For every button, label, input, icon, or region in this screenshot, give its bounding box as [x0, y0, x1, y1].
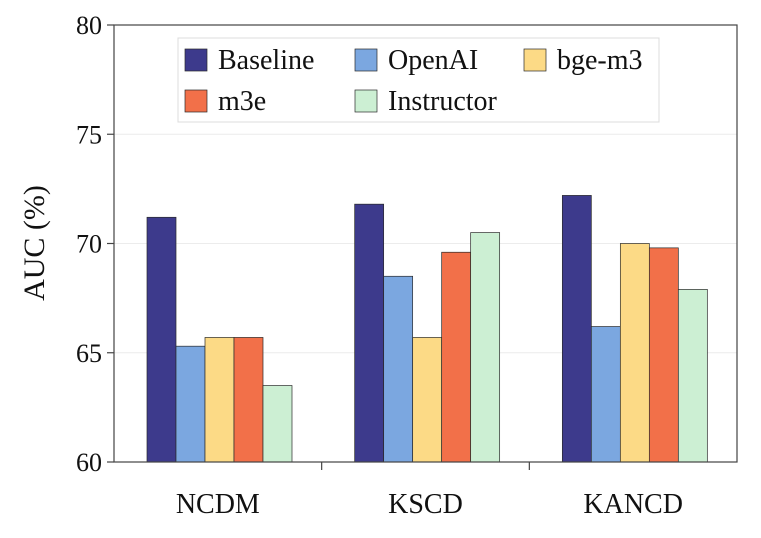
bar-openai-kancd [590, 326, 621, 463]
y-tick-label: 70 [76, 230, 102, 259]
legend-swatch [354, 48, 378, 72]
y-tick-label: 75 [76, 120, 102, 149]
legend-label: bge-m3 [557, 45, 643, 76]
bar-baseline-ncdm [146, 216, 177, 463]
bar-openai-ncdm [175, 345, 206, 463]
bars [146, 195, 708, 463]
legend-swatch [354, 89, 378, 113]
legend: Baseline OpenAI bge-m3 m3e Instructor [177, 37, 660, 123]
legend-label: Baseline [218, 45, 314, 76]
bar-instructor-ncdm [262, 385, 293, 463]
bar-bge-m3-kscd [412, 337, 443, 463]
bar-baseline-kancd [561, 195, 592, 463]
legend-swatch [184, 48, 208, 72]
bar-instructor-kscd [470, 232, 501, 463]
bar-bge-m3-kancd [619, 243, 650, 463]
y-tick-label: 65 [76, 339, 102, 368]
bar-baseline-kscd [354, 203, 385, 463]
bar-openai-kscd [383, 275, 414, 463]
bar-bge-m3-ncdm [204, 337, 235, 463]
legend-label: Instructor [388, 86, 498, 117]
axis-ticks: 60 65 70 75 80 NCDM KSCD KANCD [76, 11, 683, 520]
bar-instructor-kancd [677, 289, 708, 463]
bar-m3e-kancd [648, 247, 679, 463]
legend-label: OpenAI [388, 45, 478, 76]
y-tick-label: 80 [76, 11, 102, 40]
y-tick-label: 60 [76, 448, 102, 477]
legend-box [177, 37, 660, 123]
bar-m3e-ncdm [233, 337, 264, 463]
x-tick-label: NCDM [176, 489, 260, 520]
legend-swatch [523, 48, 547, 72]
x-tick-label: KSCD [388, 489, 463, 520]
x-tick-label: KANCD [583, 489, 683, 520]
y-axis-label: AUC (%) [18, 185, 51, 301]
legend-swatch [184, 89, 208, 113]
legend-label: m3e [218, 86, 266, 117]
bar-m3e-kscd [441, 251, 472, 463]
